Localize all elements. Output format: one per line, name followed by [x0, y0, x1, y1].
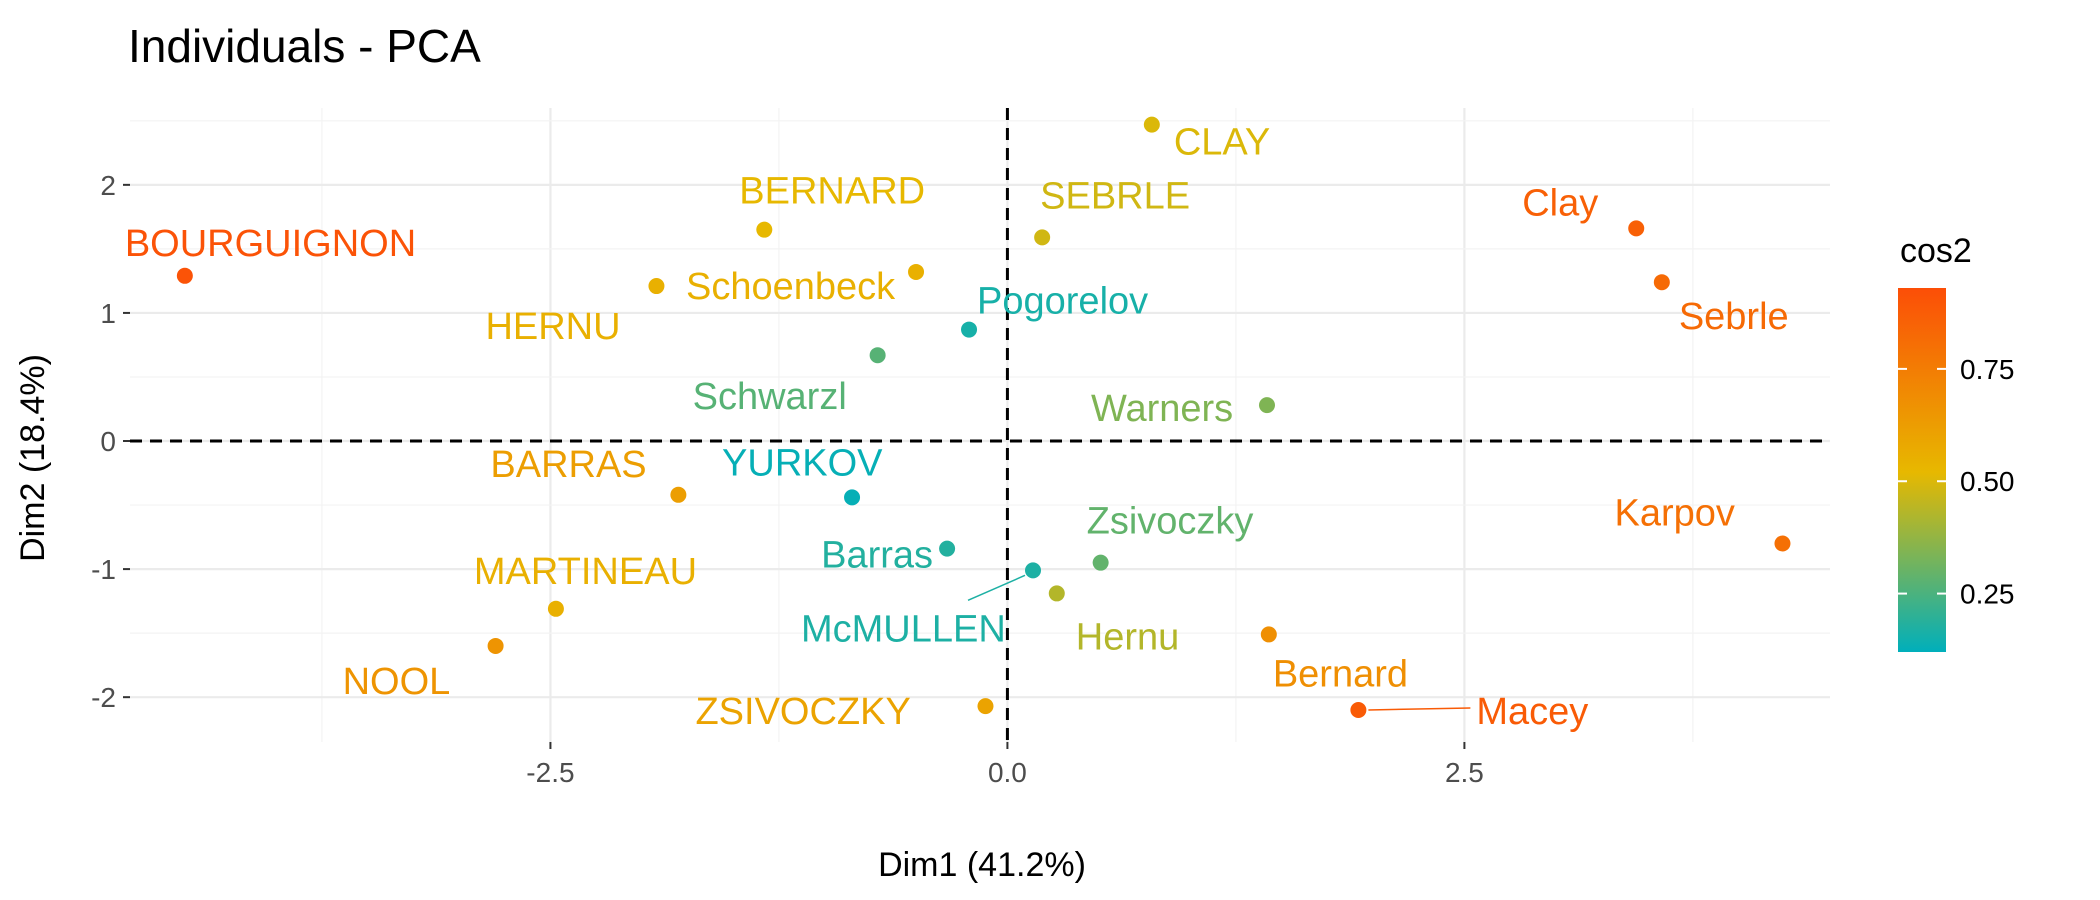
- point-label: Barras: [821, 535, 933, 577]
- data-point: [1092, 554, 1109, 571]
- y-tick-label: 0: [100, 426, 116, 457]
- point-label: Sebrle: [1679, 296, 1789, 338]
- point-label: Schwarzl: [693, 376, 847, 418]
- point-label: BERNARD: [739, 171, 925, 213]
- point-label: CLAY: [1174, 122, 1270, 164]
- data-point: [1350, 701, 1367, 718]
- point-label: YURKOV: [722, 442, 883, 484]
- point-label: Clay: [1522, 182, 1598, 224]
- point-label: SEBRLE: [1040, 175, 1190, 217]
- reference-lines: [130, 108, 1830, 742]
- y-tick-label: 1: [100, 298, 116, 329]
- legend-colorbar: [1898, 288, 1946, 652]
- point-label: Hernu: [1076, 616, 1180, 658]
- y-tick-label: 2: [100, 170, 116, 201]
- legend-tick-label: 0.75: [1960, 354, 2015, 385]
- data-point: [176, 267, 193, 284]
- y-axis-title: Dim2 (18.4%): [14, 354, 52, 562]
- y-tick-label: -1: [91, 554, 116, 585]
- data-point: [670, 486, 687, 503]
- x-tick-label: 2.5: [1445, 757, 1484, 788]
- axis-ticks: -2.5 0.0 2.5 -2 -1 0 1 2: [91, 170, 1484, 788]
- point-label: HERNU: [485, 306, 620, 348]
- data-point: [869, 347, 886, 364]
- point-label: ZSIVOCZKY: [695, 691, 910, 733]
- point-label: Karpov: [1614, 492, 1734, 534]
- data-point: [547, 600, 564, 617]
- point-label: Schoenbeck: [686, 266, 896, 308]
- point-label: MARTINEAU: [474, 551, 697, 593]
- data-point: [1048, 585, 1065, 602]
- point-label: McMULLEN: [801, 608, 1006, 650]
- point-label: Warners: [1091, 388, 1233, 430]
- chart-title: Individuals - PCA: [128, 20, 481, 72]
- data-point: [961, 321, 978, 338]
- data-point: [487, 637, 504, 654]
- point-label: NOOL: [343, 661, 451, 703]
- data-point: [844, 489, 861, 506]
- y-tick-label: -2: [91, 682, 116, 713]
- point-label: BARRAS: [490, 444, 646, 486]
- data-point: [1025, 562, 1042, 579]
- data-point: [908, 263, 925, 280]
- point-label: Macey: [1476, 691, 1588, 733]
- data-point: [977, 698, 994, 715]
- point-label: Pogorelov: [977, 281, 1148, 323]
- point-label: Zsivoczky: [1087, 501, 1254, 543]
- x-axis-title: Dim1 (41.2%): [878, 846, 1086, 884]
- x-tick-label: 0.0: [988, 757, 1027, 788]
- data-point: [648, 278, 665, 295]
- data-point: [1653, 274, 1670, 291]
- label-connector: [1368, 707, 1471, 711]
- point-label: BOURGUIGNON: [125, 223, 416, 265]
- point-label: Bernard: [1273, 653, 1408, 695]
- data-point: [756, 221, 773, 238]
- data-point: [1258, 397, 1275, 414]
- color-legend: cos2 0.25 0.50 0.75: [1898, 232, 2015, 652]
- legend-tick-label: 0.25: [1960, 579, 2015, 610]
- data-point: [939, 540, 956, 557]
- data-point: [1260, 626, 1277, 643]
- label-connector: [967, 574, 1026, 602]
- legend-title: cos2: [1900, 232, 1972, 270]
- x-tick-label: -2.5: [526, 757, 574, 788]
- data-point: [1034, 229, 1051, 246]
- data-point: [1774, 535, 1791, 552]
- legend-tick-label: 0.50: [1960, 466, 2015, 497]
- data-point: [1628, 220, 1645, 237]
- points: SEBRLE CLAY BERNARD YURKOV ZSIVOCZKY McMULLEN…: [125, 116, 1791, 733]
- data-point: [1143, 116, 1160, 133]
